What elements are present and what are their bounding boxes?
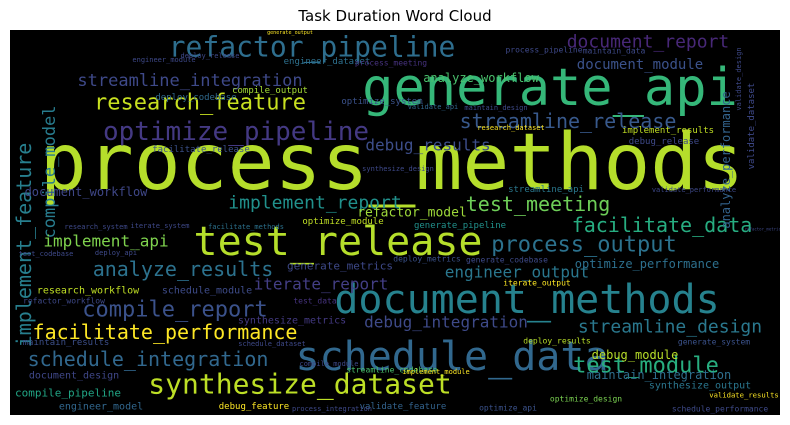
word-compile-pipeline: compile_pipeline: [15, 387, 121, 400]
word-debug-integration: debug_integration: [364, 313, 528, 332]
word-streamline-design: streamline_design: [578, 317, 762, 338]
word-test-codebase: test_codebase: [19, 250, 74, 258]
word-process-integration: process_integration: [292, 405, 372, 413]
word-synthesize-dataset: synthesize_dataset: [148, 368, 451, 402]
word-debug-module: debug_module: [592, 348, 679, 362]
word-streamline-release: streamline_release: [460, 109, 677, 133]
word-deploy-api: deploy_api: [95, 249, 137, 257]
word-iterate-output: iterate_output: [503, 279, 571, 288]
word-test-release: test_release: [194, 219, 483, 265]
word-engineer-dataset: engineer_dataset: [284, 57, 371, 67]
word-engineer-model: engineer_model: [59, 402, 143, 413]
word-streamline-integration: streamline_integration: [77, 71, 302, 91]
word-engineer-output: engineer_output: [445, 263, 590, 282]
word-research-workflow: research_workflow: [37, 286, 140, 297]
word-validate-dataset: validate_dataset: [747, 83, 757, 170]
word-maintain-data: maintain_data: [583, 47, 646, 56]
word-debug-feature: debug_feature: [219, 402, 289, 412]
word-implement-feature: implement_feature: [12, 143, 36, 348]
word-validate-feature: validate_feature: [360, 402, 447, 412]
word-refactor-model: refactor_model: [357, 206, 467, 221]
word-optimize-system: optimize_system: [341, 97, 422, 107]
word-facilitate-data: facilitate_data: [572, 213, 753, 237]
word-schedule-dataset: schedule_dataset: [238, 340, 305, 348]
word-compile-report: compile_report: [82, 298, 267, 323]
word-deploy-release: deploy_release: [180, 52, 239, 60]
word-synthesize-metrics: synthesize_metrics: [238, 316, 346, 327]
word-optimize-module: optimize_module: [302, 217, 383, 227]
word-refactor-metrics: refactor_metrics: [745, 227, 780, 232]
word-document-design: document_design: [29, 371, 119, 382]
word-research-system: research_system: [64, 223, 127, 231]
word-refactor-workflow: refactor_workflow: [23, 297, 105, 306]
word-synthesize-output: synthesize_output: [649, 381, 751, 392]
word-test-meeting: test_meeting: [466, 192, 611, 216]
word-validate-api: validate_api: [408, 103, 459, 111]
word-optimize-api: optimize_api: [479, 404, 537, 413]
word-facilitate-methods: facilitate_methods: [208, 223, 284, 231]
word-analyze-workflow: analyze_workflow: [423, 71, 539, 85]
word-engineer-module: engineer_module: [132, 56, 195, 64]
word-iterate-report: iterate_report: [254, 275, 389, 294]
word-schedule-integration: schedule_integration: [28, 347, 269, 371]
word-generate-pipeline: generate_pipeline: [414, 221, 506, 231]
word-generate-codebase: generate_codebase: [466, 256, 548, 265]
word-optimize-design: optimize_design: [550, 395, 622, 404]
word-compile-module: compile_module: [299, 360, 358, 368]
word-document-module: document_module: [577, 57, 703, 73]
word-optimize-pipeline: optimize_pipeline: [103, 117, 369, 147]
word-schedule-data: schedule_data: [295, 334, 608, 380]
word-document-workflow: document_workflow: [25, 185, 149, 199]
word-document-report: document_report: [567, 32, 730, 53]
word-research-feature: research_feature: [94, 91, 306, 116]
word-compile-model: compile_model: [40, 105, 60, 238]
word-optimize-performance: optimize_performance: [575, 257, 720, 271]
word-streamline-codebase: streamline_codebase: [346, 366, 438, 375]
word-deploy-metrics: deploy_metrics: [393, 255, 461, 264]
word-document-methods: document_methods: [334, 277, 719, 323]
word-analyze-results: analyze_results: [93, 257, 274, 281]
word-validate-performance: validate_performance: [652, 186, 736, 194]
word-refactor-pipeline: refactor_pipeline: [169, 31, 456, 65]
word-process-pipeline: process_pipeline: [505, 46, 582, 55]
word-facilitate-release: facilitate_release: [152, 145, 250, 155]
word-validate-design: validate_design: [735, 47, 743, 110]
word-compile-output: compile_output: [232, 86, 308, 96]
word-test-module: test_module: [573, 354, 719, 379]
word-schedule-performance: schedule_performance: [672, 405, 769, 414]
word-deploy-codebase: deploy_codebase: [155, 93, 236, 103]
word-maintain-design: maintain_design: [464, 104, 527, 112]
word-validate-results: validate_results: [709, 391, 779, 400]
word-synthesize-design: synthesize_design: [362, 165, 434, 173]
word-implement-results: implement_results: [622, 126, 714, 136]
word-generate-api: generate_api: [362, 58, 738, 118]
word-process-output: process_output: [491, 233, 676, 258]
word-process-methods: process_methods: [40, 118, 744, 208]
word-maintain-results: maintain_results: [23, 338, 110, 348]
word-implement-module: implement_module: [402, 368, 469, 376]
word-research-dataset: research_dataset: [477, 124, 544, 132]
word-test-data: test_data: [293, 297, 337, 306]
word-generate-metrics: generate_metrics: [287, 260, 393, 273]
word-schedule-module: schedule_module: [162, 286, 252, 297]
word-implement-report: implement_report: [228, 193, 401, 214]
word-process-meeting: process_meeting: [355, 59, 427, 68]
word-analyze-performance: analyze_performance: [719, 91, 733, 228]
word-iterate-system: iterate_system: [130, 222, 189, 230]
word-implement-api: implement_api: [43, 232, 168, 251]
word-debug-release: debug_release: [629, 137, 699, 147]
word-streamline-api: streamline_api: [508, 185, 584, 195]
word-generate-system: generate_system: [678, 338, 750, 347]
chart-title: Task Duration Word Cloud: [298, 7, 492, 25]
word-deploy-results: deploy_results: [523, 337, 591, 346]
word-debug-results: debug_results: [365, 136, 490, 155]
word-maintain-integration: maintain_integration: [587, 368, 732, 382]
word-facilitate-performance: facilitate_performance: [33, 320, 298, 344]
word-generate-output: generate_output: [267, 30, 313, 36]
